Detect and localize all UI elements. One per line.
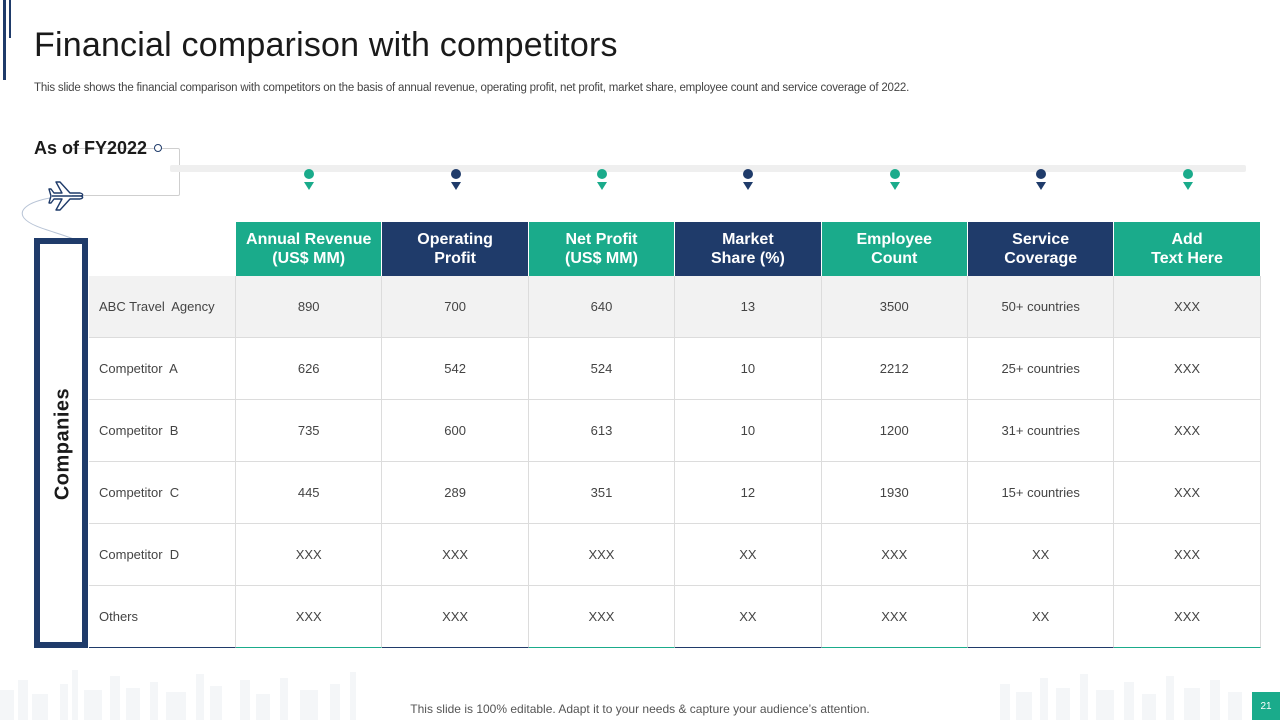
table-cell: 1200 [821,400,968,462]
table-cell: XX [675,586,822,648]
table-cell: XXX [1114,400,1261,462]
table-header-cell: Employee Count [821,222,968,276]
table-row: Others XXX XXX XXX XX XXX XX XXX [89,586,1261,648]
table-header-cell: Service Coverage [967,222,1115,276]
table-cell: XXX [528,586,676,648]
map-pin-icon [449,169,463,193]
map-pin-icon [888,169,902,193]
company-name-cell: Competitor A [89,338,236,400]
table-cell: XXX [1114,586,1261,648]
table-cell: 13 [675,276,822,338]
table-cell: XXX [1114,462,1261,524]
company-name-cell: Competitor D [89,524,236,586]
skyline-decoration [0,670,1242,720]
table-row: Competitor C 445 289 351 12 1930 15+ countries… [89,462,1261,524]
companies-label: Companies [51,387,74,501]
table-cell: 524 [528,338,676,400]
table-cell: XX [967,586,1115,648]
table-cell: XXX [821,586,968,648]
table-cell: 600 [382,400,529,462]
table-cell: XXX [1114,524,1261,586]
table-header-cell: Operating Profit [382,222,529,276]
table-cell: 890 [236,276,383,338]
map-pin-icon [302,169,316,193]
table-cell: XXX [382,524,529,586]
table-cell: XXX [236,524,383,586]
table-cell: XXX [1114,276,1261,338]
table-body: ABC Travel Agency 890 700 640 13 3500 50+ coun… [89,276,1261,648]
table-cell: 542 [382,338,529,400]
map-pin-icon [741,169,755,193]
title-accent-bar [3,0,6,80]
table-cell: 31+ countries [967,400,1115,462]
table-cell: 3500 [821,276,968,338]
timeline-bar [170,165,1246,172]
map-pin-icon [595,169,609,193]
flight-path-decoration [21,197,77,241]
table-cell: 613 [528,400,676,462]
table-cell: 50+ countries [967,276,1115,338]
page-number: 21 [1252,692,1280,720]
table-cell: 445 [236,462,383,524]
company-name-cell: Competitor B [89,400,236,462]
table-row: ABC Travel Agency 890 700 640 13 3500 50+ coun… [89,276,1261,338]
table-cell: XX [675,524,822,586]
map-pin-icon [1034,169,1048,193]
table-header-row: Annual Revenue (US$ MM) Operating Profit N… [89,222,1261,276]
company-name-cell: Others [89,586,236,648]
table-cell: XXX [1114,338,1261,400]
table-header-cell: Annual Revenue (US$ MM) [236,222,383,276]
table-cell: XXX [236,586,383,648]
table-cell: 626 [236,338,383,400]
table-cell: 640 [528,276,676,338]
map-pin-icon [1181,169,1195,193]
table-row: Competitor B 735 600 613 10 1200 31+ countries… [89,400,1261,462]
page-subtitle: This slide shows the financial compariso… [34,82,910,94]
table-row: Competitor D XXX XXX XXX XX XXX XX XXX [89,524,1261,586]
table-cell: XXX [382,586,529,648]
companies-frame [34,238,88,648]
table-header-cell: Add Text Here [1114,222,1261,276]
table-cell: 15+ countries [967,462,1115,524]
company-name-cell: Competitor C [89,462,236,524]
timeline-start-dot [154,144,162,152]
table-cell: XX [967,524,1115,586]
table-cell: 735 [236,400,383,462]
company-name-cell: ABC Travel Agency [89,276,236,338]
table-cell: 1930 [821,462,968,524]
table-cell: 700 [382,276,529,338]
page-title: Financial comparison with competitors [34,26,618,64]
table-cell: 25+ countries [967,338,1115,400]
table-cell: 289 [382,462,529,524]
title-accent-bar-secondary [9,0,11,38]
table-cell: 10 [675,338,822,400]
table-header-cell: Net Profit (US$ MM) [528,222,676,276]
table-cell: 2212 [821,338,968,400]
footer-note: This slide is 100% editable. Adapt it to… [410,702,870,716]
table-row: Competitor A 626 542 524 10 2212 25+ countries… [89,338,1261,400]
table-cell: 10 [675,400,822,462]
airplane-icon [48,181,84,211]
period-label: As of FY2022 [34,138,148,158]
timeline-connector [72,148,180,196]
table-cell: 351 [528,462,676,524]
table-cell: 12 [675,462,822,524]
table-header-cell: Market Share (%) [675,222,822,276]
table-cell: XXX [821,524,968,586]
comparison-table: Annual Revenue (US$ MM) Operating Profit N… [89,222,1261,648]
table-cell: XXX [528,524,676,586]
table-header-blank [89,222,236,276]
